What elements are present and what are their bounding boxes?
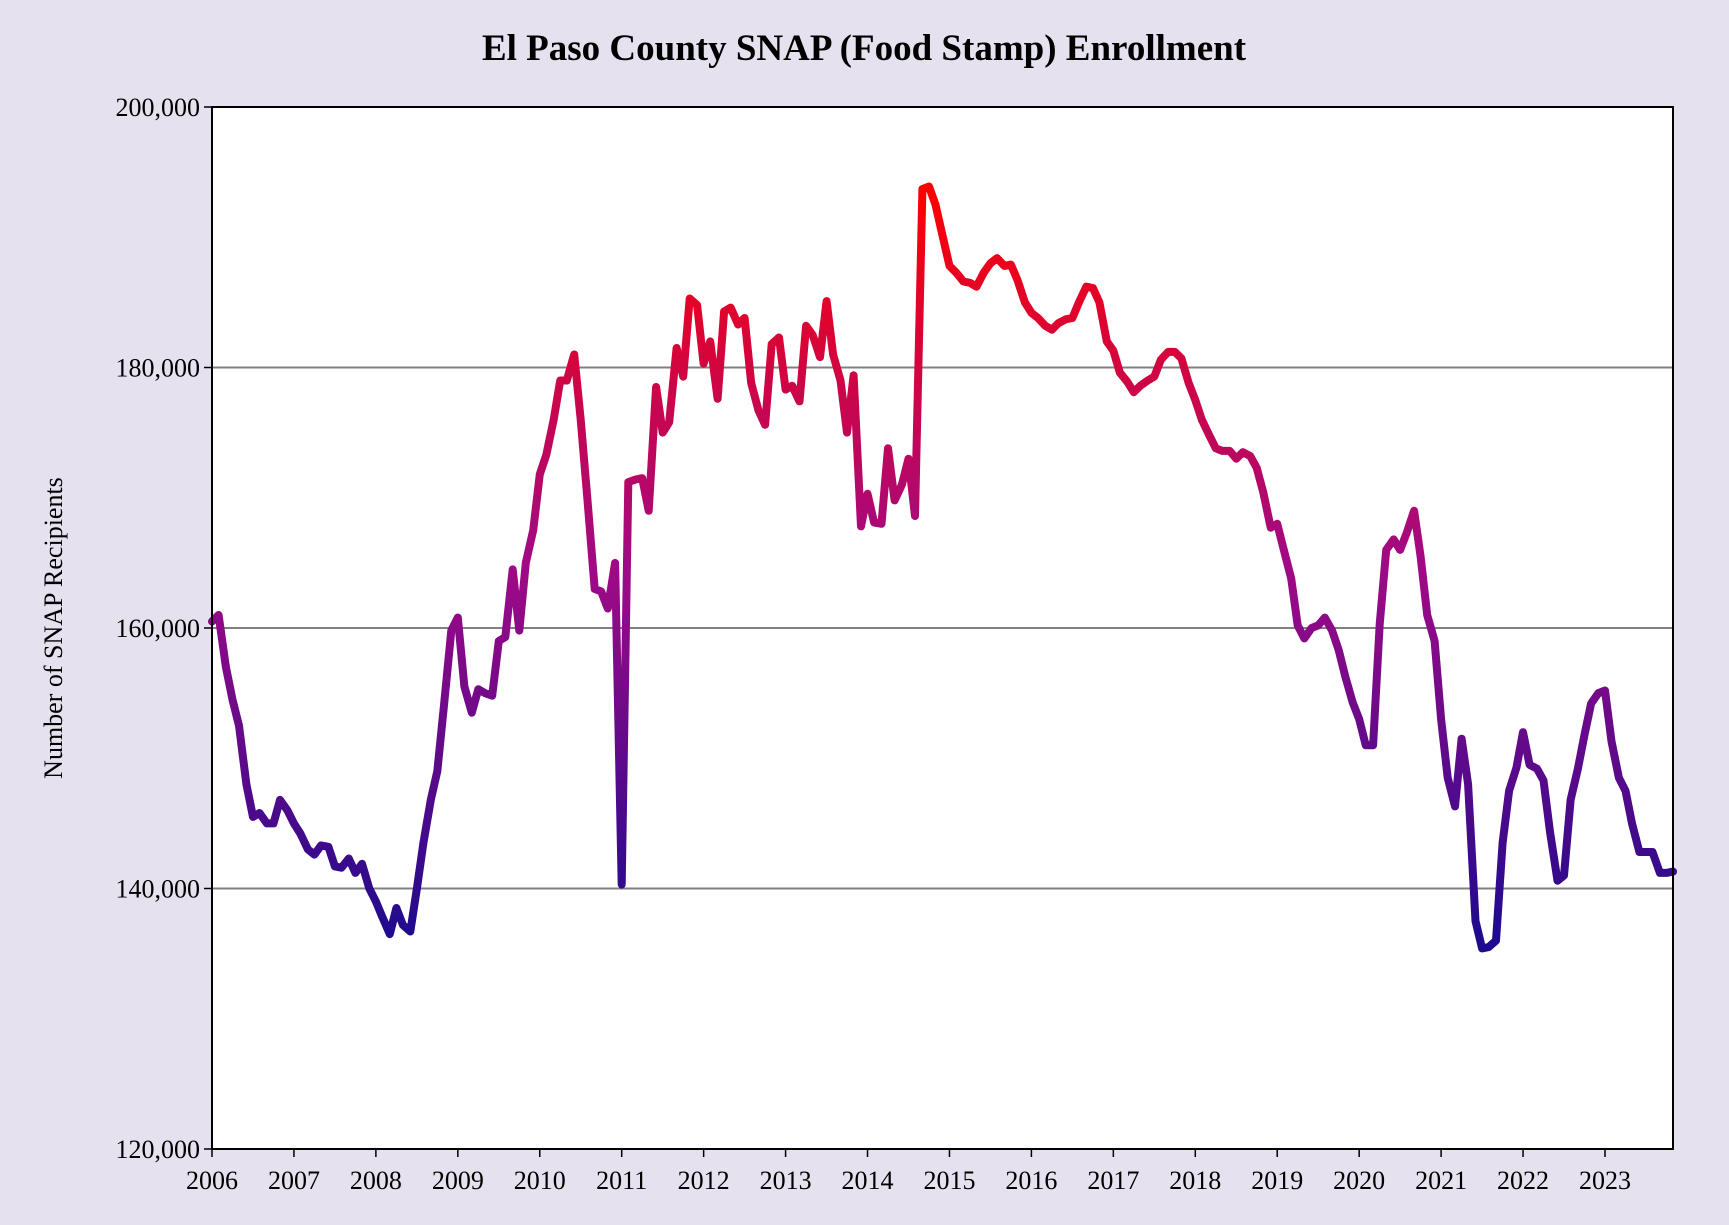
x-tick-label: 2017	[1087, 1166, 1139, 1195]
y-tick-label: 140,000	[116, 875, 201, 904]
x-tick-label: 2007	[268, 1166, 320, 1195]
x-tick-label: 2010	[514, 1166, 566, 1195]
y-tick-label: 200,000	[116, 93, 201, 122]
x-tick-label: 2023	[1579, 1166, 1631, 1195]
x-tick-label: 2011	[596, 1166, 647, 1195]
x-tick-label: 2009	[432, 1166, 484, 1195]
x-tick-label: 2013	[760, 1166, 812, 1195]
y-tick-label: 160,000	[116, 614, 201, 643]
x-tick-label: 2022	[1497, 1166, 1549, 1195]
x-tick-label: 2019	[1251, 1166, 1303, 1195]
x-tick-label: 2020	[1333, 1166, 1385, 1195]
x-tick-label: 2006	[186, 1166, 238, 1195]
x-tick-label: 2016	[1005, 1166, 1057, 1195]
x-tick-label: 2012	[678, 1166, 730, 1195]
y-tick-label: 180,000	[116, 354, 201, 383]
x-tick-label: 2008	[350, 1166, 402, 1195]
x-tick-label: 2018	[1169, 1166, 1221, 1195]
y-tick-label: 120,000	[116, 1135, 201, 1164]
y-axis-label: Number of SNAP Recipients	[39, 477, 68, 779]
x-tick-label: 2015	[923, 1166, 975, 1195]
x-tick-label: 2021	[1415, 1166, 1467, 1195]
x-tick-label: 2014	[842, 1166, 894, 1195]
chart-title: El Paso County SNAP (Food Stamp) Enrollm…	[482, 28, 1247, 69]
line-series	[208, 182, 1677, 953]
plot-border	[211, 106, 1674, 1150]
